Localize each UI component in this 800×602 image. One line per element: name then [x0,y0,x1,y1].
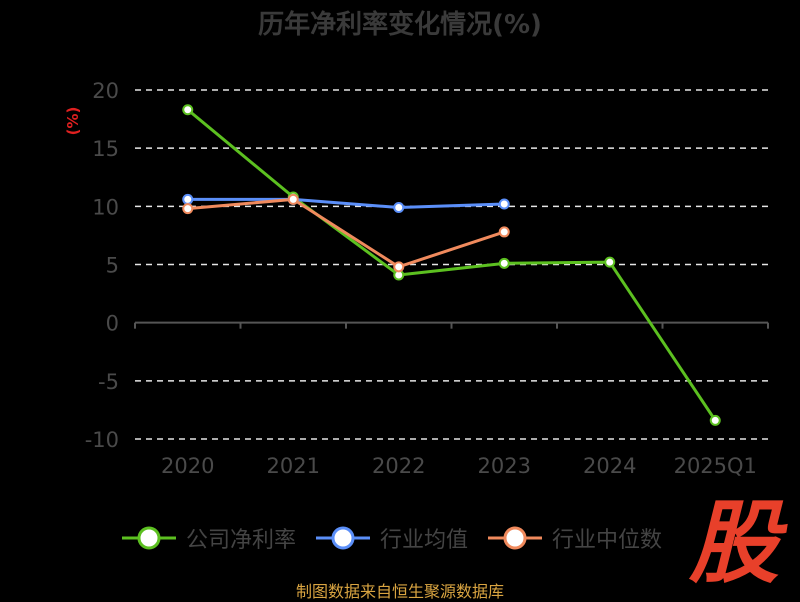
data-point-series-0[interactable] [498,257,510,269]
legend-marker-company [122,526,176,550]
data-point-series-1[interactable] [182,193,194,205]
y-tick-label: 20 [92,79,119,103]
y-tick-label: -10 [85,428,119,452]
x-tick-label: 2021 [267,454,320,478]
legend-label-industry-median: 行业中位数 [552,528,663,553]
chart-title: 历年净利率变化情况(%) [258,10,542,40]
data-point-series-1[interactable] [393,201,405,213]
y-tick-label: 15 [92,137,119,161]
x-tick-label: 2025Q1 [674,454,757,478]
data-point-series-0[interactable] [604,256,616,268]
data-source-note: 制图数据来自恒生聚源数据库 [295,582,504,601]
series-line-0 [186,108,717,422]
legend: 公司净利率 行业均值 行业中位数 [120,520,680,556]
y-tick-label: 5 [106,254,119,278]
y-tick-label: 0 [106,312,119,336]
x-tick-label: 2020 [161,454,214,478]
data-point-series-2[interactable] [498,226,510,238]
legend-item-company[interactable]: 公司净利率 [120,522,296,554]
legend-label-company: 公司净利率 [186,528,297,553]
legend-item-industry-mean[interactable]: 行业均值 [314,522,468,554]
data-point-series-0[interactable] [182,104,194,116]
y-tick-label: -5 [98,370,119,394]
data-point-series-1[interactable] [498,198,510,210]
series-lines [182,104,721,426]
x-tick-label: 2022 [372,454,425,478]
data-point-series-2[interactable] [182,203,194,215]
axes: 20 15 10 5 0 -5 -10 2020 2021 2022 2023 2024 2025Q1 [85,79,769,478]
watermark-logo: 股 [689,491,779,596]
data-point-series-2[interactable] [393,261,405,273]
y-tick-label: 10 [92,195,119,219]
legend-marker-industry-mean [316,526,371,550]
legend-label-industry-mean: 行业均值 [380,528,469,553]
x-tick-label: 2024 [583,454,636,478]
legend-marker-industry-median [488,526,543,550]
grid-lines [135,89,768,440]
data-point-series-0[interactable] [709,414,721,426]
legend-item-industry-median[interactable]: 行业中位数 [486,522,662,554]
x-tick-label: 2023 [478,454,531,478]
y-axis-unit-label: (%) [64,106,82,136]
series-line-2 [187,197,505,269]
data-point-series-2[interactable] [287,193,299,205]
series-line-1 [187,197,505,209]
